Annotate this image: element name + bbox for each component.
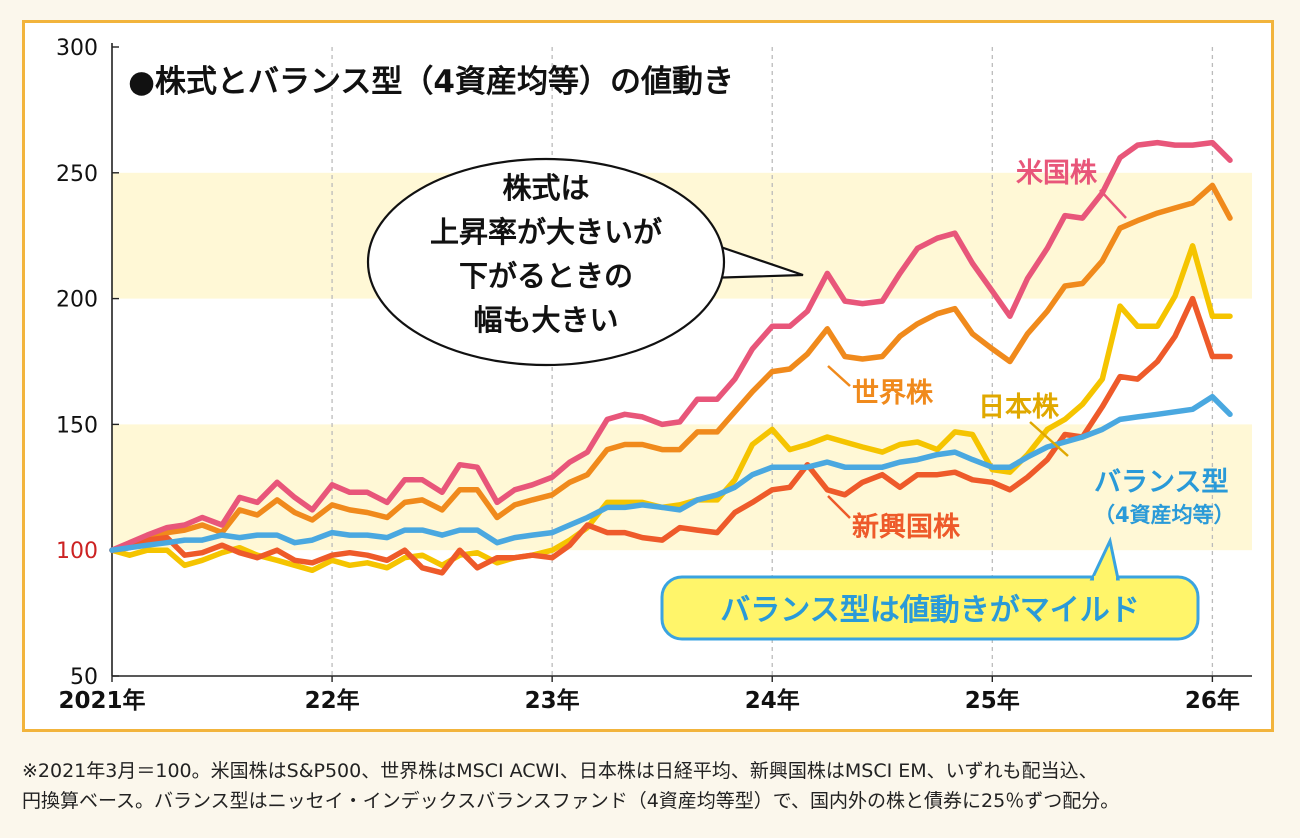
- footnote-line-2: 円換算ベース。バランス型はニッセイ・インデックスバランスファンド（4資産均等型）…: [22, 790, 1120, 812]
- y-tick-label: 300: [56, 36, 98, 61]
- label-japan: 日本株: [978, 392, 1060, 423]
- stock-callout: 株式は 上昇率が大きいが 下がるときの 幅も大きい: [366, 157, 804, 367]
- leader-world: [827, 365, 851, 387]
- x-tick-label: 2021年: [58, 687, 145, 714]
- label-balance-2: （4資産均等）: [1094, 503, 1235, 527]
- chart-title: ●株式とバランス型（4資産均等）の値動き: [128, 64, 734, 100]
- stock-callout-line-4: 幅も大きい: [473, 303, 618, 337]
- y-tick-label: 50: [70, 665, 98, 690]
- stock-callout-line-2: 上昇率が大きいが: [430, 215, 662, 249]
- series-line-4: [109, 393, 1233, 553]
- balance-callout: バランス型は値動きがマイルド: [660, 536, 1200, 641]
- stock-callout-line-3: 下がるときの: [459, 259, 633, 293]
- series-line-1: [109, 182, 1233, 553]
- series-line-3: [109, 295, 1233, 576]
- y-tick-label: 150: [56, 413, 98, 438]
- label-world: 世界株: [852, 378, 934, 409]
- label-balance-1: バランス型: [1094, 467, 1228, 498]
- x-tick-label: 24年: [745, 687, 800, 714]
- x-tick-label: 25年: [965, 687, 1020, 714]
- y-tick-label: 100: [56, 539, 98, 564]
- y-tick-label: 200: [56, 288, 98, 313]
- label-us: 米国株: [1016, 158, 1098, 189]
- x-tick-label: 22年: [305, 687, 360, 714]
- footnote-line-1: ※2021年3月＝100。米国株はS&P500、世界株はMSCI ACWI、日本…: [22, 760, 1098, 782]
- leader-us: [1099, 189, 1127, 219]
- leader-emerging: [827, 495, 851, 519]
- y-tick-label: 250: [56, 162, 98, 187]
- balance-callout-text: バランス型は値動きがマイルド: [720, 593, 1139, 628]
- label-emerging: 新興国株: [852, 511, 961, 543]
- x-tick-label: 26年: [1185, 687, 1240, 714]
- footnote: ※2021年3月＝100。米国株はS&P500、世界株はMSCI ACWI、日本…: [22, 756, 1282, 816]
- series-line-0: [109, 139, 1233, 553]
- leader-japan: [1029, 421, 1069, 457]
- stock-callout-line-1: 株式は: [502, 171, 589, 205]
- x-tick-label: 23年: [525, 687, 580, 714]
